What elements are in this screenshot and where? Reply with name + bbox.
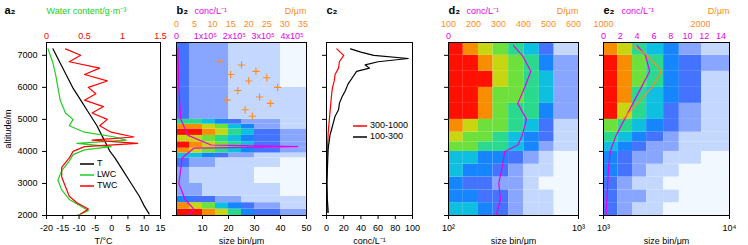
svg-text:10: 10	[197, 223, 207, 233]
svg-text:D/μm: D/μm	[285, 6, 307, 16]
svg-text:Water content/g·m⁻³: Water content/g·m⁻³	[47, 6, 127, 16]
html-text:LWC: LWC	[97, 169, 117, 179]
svg-text:2000: 2000	[17, 210, 37, 220]
svg-text:20: 20	[244, 19, 254, 29]
svg-text:20: 20	[223, 223, 233, 233]
svg-text:altitude/m: altitude/m	[3, 109, 13, 148]
svg-text:14: 14	[716, 31, 726, 41]
html-text:100-300: 100-300	[370, 131, 403, 141]
svg-text:35: 35	[298, 19, 308, 29]
svg-text:conc/L⁻¹: conc/L⁻¹	[195, 6, 228, 16]
svg-text:3x10⁵: 3x10⁵	[252, 31, 276, 41]
svg-text:0: 0	[324, 223, 329, 233]
svg-text:conc/L⁻¹: conc/L⁻¹	[622, 6, 655, 16]
svg-text:c₂: c₂	[327, 4, 338, 16]
svg-text:2x10⁵: 2x10⁵	[223, 31, 247, 41]
svg-text:6000: 6000	[17, 82, 37, 92]
svg-text:500: 500	[541, 19, 556, 29]
svg-text:1.5: 1.5	[154, 31, 167, 41]
svg-text:5: 5	[192, 19, 197, 29]
svg-text:size bin/μm: size bin/μm	[644, 236, 690, 245]
svg-text:0.5: 0.5	[78, 31, 91, 41]
html-text:300-1000: 300-1000	[370, 120, 408, 130]
svg-text:6: 6	[651, 31, 656, 41]
svg-text:0: 0	[446, 31, 451, 41]
svg-text:40: 40	[275, 223, 285, 233]
svg-text:15: 15	[155, 223, 165, 233]
svg-text:D/μm: D/μm	[557, 6, 579, 16]
svg-text:2: 2	[618, 31, 623, 41]
svg-text:300: 300	[491, 19, 506, 29]
html-text:T: T	[97, 158, 103, 168]
svg-text:15: 15	[226, 19, 236, 29]
svg-text:0: 0	[44, 31, 49, 41]
svg-text:conc/L⁻¹: conc/L⁻¹	[467, 6, 500, 16]
svg-text:3000: 3000	[17, 178, 37, 188]
svg-text:25: 25	[262, 19, 272, 29]
svg-text:12: 12	[699, 31, 709, 41]
svg-text:5000: 5000	[17, 114, 37, 124]
svg-text:-10: -10	[73, 223, 86, 233]
svg-text:1000: 1000	[593, 19, 613, 29]
svg-text:size bin/μm: size bin/μm	[219, 236, 265, 245]
svg-text:0: 0	[109, 223, 114, 233]
svg-text:0: 0	[174, 19, 179, 29]
svg-text:600: 600	[566, 19, 581, 29]
svg-text:-15: -15	[56, 223, 69, 233]
svg-text:10³: 10³	[597, 223, 610, 233]
svg-text:conc/L⁻¹: conc/L⁻¹	[353, 236, 386, 245]
svg-text:4: 4	[635, 31, 640, 41]
svg-text:0: 0	[601, 31, 606, 41]
svg-text:100: 100	[405, 223, 420, 233]
svg-text:10⁴: 10⁴	[723, 223, 737, 233]
svg-text:d₂: d₂	[449, 4, 461, 16]
svg-text:4000: 4000	[17, 146, 37, 156]
svg-text:size bin/μm: size bin/μm	[491, 236, 537, 245]
svg-text:T/°C: T/°C	[94, 236, 113, 245]
svg-text:4x10⁵: 4x10⁵	[280, 31, 304, 41]
svg-text:40: 40	[356, 223, 366, 233]
svg-text:400: 400	[516, 19, 531, 29]
svg-text:-20: -20	[40, 223, 53, 233]
svg-text:-5: -5	[91, 223, 99, 233]
svg-text:10: 10	[682, 31, 692, 41]
svg-text:60: 60	[373, 223, 383, 233]
svg-text:2000: 2000	[690, 19, 710, 29]
svg-text:1: 1	[120, 31, 125, 41]
svg-text:100: 100	[441, 19, 456, 29]
svg-text:5: 5	[125, 223, 130, 233]
svg-text:30: 30	[249, 223, 259, 233]
svg-text:50: 50	[301, 223, 311, 233]
svg-text:e₂: e₂	[604, 4, 615, 16]
svg-text:b₂: b₂	[177, 4, 189, 16]
svg-text:1x10⁵: 1x10⁵	[194, 31, 218, 41]
html-text:TWC: TWC	[97, 180, 118, 190]
svg-text:20: 20	[339, 223, 349, 233]
svg-text:D/μm: D/μm	[708, 6, 730, 16]
svg-text:7000: 7000	[17, 50, 37, 60]
svg-text:200: 200	[466, 19, 481, 29]
svg-text:80: 80	[390, 223, 400, 233]
svg-text:10²: 10²	[442, 223, 455, 233]
svg-text:10: 10	[139, 223, 149, 233]
svg-text:8: 8	[668, 31, 673, 41]
svg-text:0: 0	[174, 31, 179, 41]
svg-text:10: 10	[208, 19, 218, 29]
svg-text:10³: 10³	[572, 223, 585, 233]
svg-text:30: 30	[280, 19, 290, 29]
svg-text:a₂: a₂	[5, 4, 16, 16]
